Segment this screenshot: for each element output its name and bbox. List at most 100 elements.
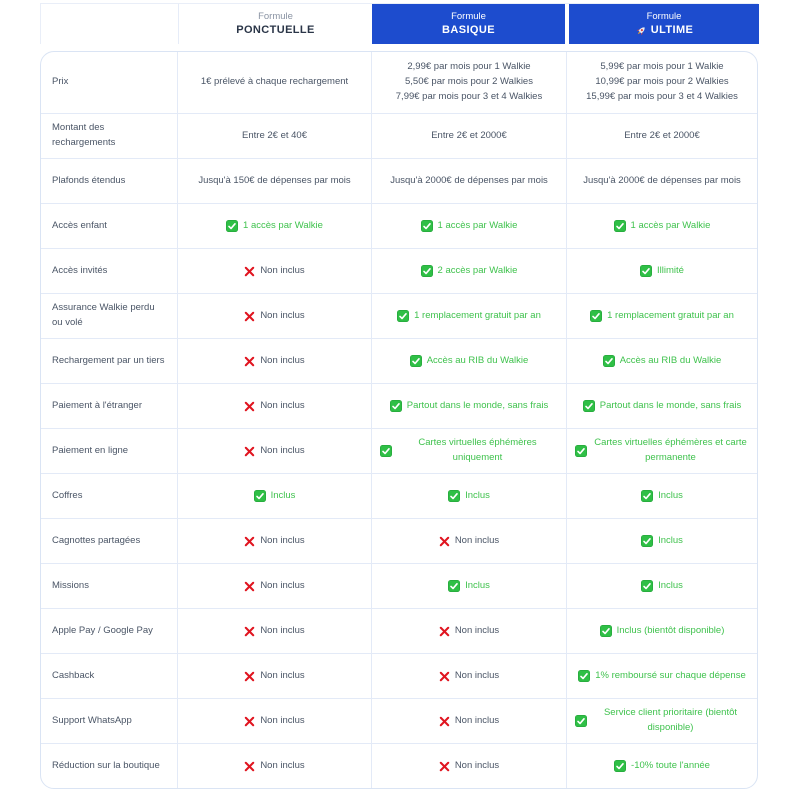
cell-text: Non inclus (260, 354, 305, 366)
plan-cell-ponctuelle: Non inclus (177, 294, 371, 338)
header-plan-ultime: Formule ULTIME (567, 4, 759, 44)
feature-label: Missions (52, 579, 89, 591)
check-icon (575, 445, 587, 457)
feature-label: Montant des rechargements (52, 122, 116, 148)
cell-text: 2 accès par Walkie (437, 264, 518, 276)
plan-cell-basique: Non inclus (371, 609, 566, 653)
plan-cell-ponctuelle: Entre 2€ et 40€ (177, 114, 371, 158)
cell-text: 1 accès par Walkie (630, 219, 711, 231)
plan-cell-ponctuelle: Inclus (177, 474, 371, 518)
check-icon (226, 220, 239, 232)
table-row: Assurance Walkie perdu ou volé Non inclu… (41, 293, 757, 338)
cell-text: Entre 2€ et 2000€ (431, 129, 507, 141)
plan-cell-basique: Entre 2€ et 2000€ (371, 114, 566, 158)
cell-text: Accès au RIB du Walkie (619, 354, 722, 366)
plan-cell-ultime: Entre 2€ et 2000€ (566, 114, 757, 158)
comparison-table: Prix 1€ prélevé à chaque rechargement 2,… (40, 51, 758, 789)
plan-cell-ponctuelle: Non inclus (177, 384, 371, 428)
cell-text: Non inclus (260, 264, 305, 276)
cross-icon (244, 626, 255, 637)
cell-text: Non inclus (260, 759, 305, 771)
cell-text: Partout dans le monde, sans frais (406, 399, 549, 411)
check-icon (613, 220, 626, 232)
cross-icon (244, 266, 255, 277)
cell-text: Non inclus (260, 309, 305, 321)
plan-cell-ultime: Inclus (566, 474, 757, 518)
plan-cell-ponctuelle: 1 accès par Walkie (177, 204, 371, 248)
feature-label: Réduction sur la boutique (52, 759, 160, 771)
feature-label: Apple Pay / Google Pay (52, 624, 153, 636)
plan-name-basique: BASIQUE (442, 24, 495, 37)
plan-cell-basique: Non inclus (371, 654, 566, 698)
table-row: Paiement à l'étranger Non inclus Partout… (41, 383, 757, 428)
table-header: Formule PONCTUELLE Formule BASIQUE Formu… (40, 3, 759, 44)
plan-cell-basique: Inclus (371, 564, 566, 608)
table-row: Réduction sur la boutique Non inclus Non… (41, 743, 757, 788)
plan-cell-ponctuelle: Non inclus (177, 699, 371, 743)
plan-cell-basique: Partout dans le monde, sans frais (371, 384, 566, 428)
plan-cell-basique: 2,99€ par mois pour 1 Walkie 5,50€ par mo… (371, 52, 566, 113)
plan-cell-ponctuelle: Non inclus (177, 654, 371, 698)
cell-text: Cartes virtuelles éphémères et carte per… (594, 437, 747, 463)
feature-label: Paiement en ligne (52, 444, 129, 456)
table-row: Rechargement par un tiers Non inclus Acc… (41, 338, 757, 383)
table-row: Cashback Non inclus Non inclus 1% rembou… (41, 653, 757, 698)
check-icon (614, 760, 627, 772)
cell-text: 1 remplacement gratuit par an (414, 309, 541, 321)
plan-cell-ponctuelle: Non inclus (177, 564, 371, 608)
cell-text: Service client prioritaire (bientôt disp… (603, 707, 738, 733)
plan-cell-ultime: Illimité (566, 249, 757, 293)
table-row: Apple Pay / Google Pay Non inclus Non in… (41, 608, 757, 653)
check-icon (380, 445, 392, 457)
cell-text: 1% remboursé sur chaque dépense (595, 669, 746, 681)
plan-cell-ultime: Inclus (566, 519, 757, 563)
feature-label: Accès invités (52, 264, 108, 276)
header-plan-basique: Formule BASIQUE (372, 4, 567, 44)
cell-text: Entre 2€ et 40€ (242, 129, 307, 141)
plan-cell-ponctuelle: Non inclus (177, 519, 371, 563)
plan-cell-basique: Cartes virtuelles éphémères uniquement (371, 429, 566, 473)
feature-label: Rechargement par un tiers (52, 354, 165, 366)
cell-text: Illimité (657, 264, 684, 276)
plan-cell-basique: 2 accès par Walkie (371, 249, 566, 293)
plan-cell-basique: 1 accès par Walkie (371, 204, 566, 248)
table-row: Paiement en ligne Non inclus Cartes virt… (41, 428, 757, 473)
cross-icon (244, 311, 255, 322)
plan-name-ponctuelle: PONCTUELLE (236, 24, 315, 37)
cell-text: Jusqu'à 2000€ de dépenses par mois (583, 174, 741, 186)
cross-icon (244, 401, 255, 412)
cell-text: Jusqu'à 150€ de dépenses par mois (198, 174, 351, 186)
cell-text: 1€ prélevé à chaque rechargement (200, 76, 349, 88)
feature-label: Coffres (52, 489, 83, 501)
table-row: Montant des rechargements Entre 2€ et 40… (41, 113, 757, 158)
plan-name-text: ULTIME (650, 24, 694, 37)
cell-text: Accès au RIB du Walkie (426, 354, 529, 366)
plan-formule-label: Formule (258, 10, 293, 22)
plan-cell-ultime: Service client prioritaire (bientôt disp… (566, 699, 757, 743)
check-icon (420, 265, 433, 277)
cell-text: Non inclus (454, 624, 500, 636)
table-row: Plafonds étendus Jusqu'à 150€ de dépense… (41, 158, 757, 203)
check-icon (389, 400, 402, 412)
check-icon (599, 625, 612, 637)
plan-cell-basique: Jusqu'à 2000€ de dépenses par mois (371, 159, 566, 203)
cell-text: 1 remplacement gratuit par an (607, 309, 734, 321)
check-icon (640, 265, 653, 277)
plan-cell-ultime: Partout dans le monde, sans frais (566, 384, 757, 428)
plan-cell-basique: Inclus (371, 474, 566, 518)
cell-text: Non inclus (260, 399, 305, 411)
feature-label: Support WhatsApp (52, 714, 132, 726)
cell-text: Non inclus (454, 759, 500, 771)
table-row: Accès enfant 1 accès par Walkie 1 accès … (41, 203, 757, 248)
plan-cell-ultime: 1 remplacement gratuit par an (566, 294, 757, 338)
cell-text: Non inclus (260, 579, 305, 591)
plan-cell-ultime: Inclus (bientôt disponible) (566, 609, 757, 653)
cell-text: 1 accès par Walkie (437, 219, 518, 231)
check-icon (253, 490, 266, 502)
feature-label: Cashback (52, 669, 95, 681)
cell-text: Partout dans le monde, sans frais (599, 399, 742, 411)
plan-name-text: PONCTUELLE (236, 24, 315, 37)
cross-icon (244, 761, 255, 772)
cell-text: Inclus (bientôt disponible) (616, 624, 725, 636)
